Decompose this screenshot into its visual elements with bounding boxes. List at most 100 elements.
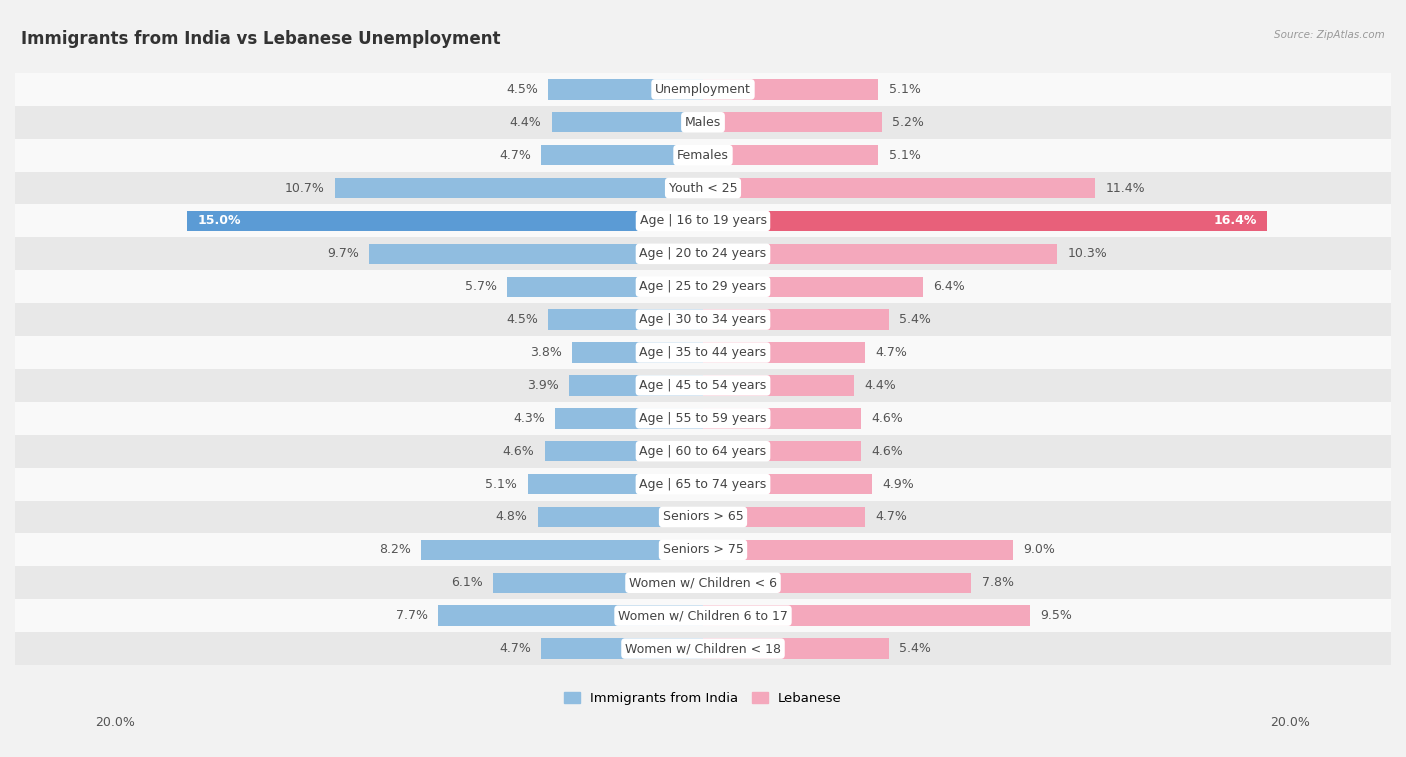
Text: 9.0%: 9.0% xyxy=(1024,544,1054,556)
Text: Seniors > 65: Seniors > 65 xyxy=(662,510,744,524)
Text: 9.5%: 9.5% xyxy=(1040,609,1071,622)
Bar xyxy=(508,276,703,297)
Bar xyxy=(703,276,924,297)
Bar xyxy=(703,638,889,659)
FancyBboxPatch shape xyxy=(15,172,1391,204)
Text: 3.8%: 3.8% xyxy=(530,346,562,359)
Bar xyxy=(527,474,703,494)
Text: 16.4%: 16.4% xyxy=(1213,214,1257,227)
Bar xyxy=(494,572,703,593)
Text: 4.7%: 4.7% xyxy=(875,510,907,524)
Text: 4.5%: 4.5% xyxy=(506,83,538,96)
Bar xyxy=(703,606,1029,626)
Bar xyxy=(187,210,703,231)
Bar xyxy=(703,145,879,165)
Bar xyxy=(541,145,703,165)
Text: 5.1%: 5.1% xyxy=(889,148,921,162)
Text: Males: Males xyxy=(685,116,721,129)
Text: Age | 45 to 54 years: Age | 45 to 54 years xyxy=(640,379,766,392)
Text: Seniors > 75: Seniors > 75 xyxy=(662,544,744,556)
Bar xyxy=(703,310,889,330)
Bar xyxy=(555,408,703,428)
FancyBboxPatch shape xyxy=(15,468,1391,500)
Text: 4.7%: 4.7% xyxy=(499,642,531,655)
Bar xyxy=(544,441,703,462)
Text: 5.4%: 5.4% xyxy=(898,313,931,326)
Bar xyxy=(703,474,872,494)
Bar xyxy=(703,441,862,462)
Bar xyxy=(703,112,882,132)
Text: 7.8%: 7.8% xyxy=(981,576,1014,589)
Bar xyxy=(538,506,703,527)
Text: 15.0%: 15.0% xyxy=(197,214,240,227)
Text: Age | 55 to 59 years: Age | 55 to 59 years xyxy=(640,412,766,425)
Text: 4.7%: 4.7% xyxy=(875,346,907,359)
Text: 4.9%: 4.9% xyxy=(882,478,914,491)
Text: 4.6%: 4.6% xyxy=(503,444,534,458)
FancyBboxPatch shape xyxy=(15,402,1391,435)
Legend: Immigrants from India, Lebanese: Immigrants from India, Lebanese xyxy=(564,693,842,706)
FancyBboxPatch shape xyxy=(15,369,1391,402)
Text: 4.5%: 4.5% xyxy=(506,313,538,326)
Text: Source: ZipAtlas.com: Source: ZipAtlas.com xyxy=(1274,30,1385,40)
Bar xyxy=(439,606,703,626)
FancyBboxPatch shape xyxy=(15,600,1391,632)
FancyBboxPatch shape xyxy=(15,304,1391,336)
Text: 5.1%: 5.1% xyxy=(889,83,921,96)
FancyBboxPatch shape xyxy=(15,139,1391,172)
Text: Women w/ Children < 18: Women w/ Children < 18 xyxy=(626,642,780,655)
Bar xyxy=(548,310,703,330)
Text: 20.0%: 20.0% xyxy=(96,716,135,730)
Bar xyxy=(703,506,865,527)
Text: 5.2%: 5.2% xyxy=(893,116,924,129)
Text: Youth < 25: Youth < 25 xyxy=(669,182,737,195)
Bar xyxy=(572,342,703,363)
Text: 4.4%: 4.4% xyxy=(509,116,541,129)
FancyBboxPatch shape xyxy=(15,238,1391,270)
Text: Age | 25 to 29 years: Age | 25 to 29 years xyxy=(640,280,766,293)
FancyBboxPatch shape xyxy=(15,500,1391,534)
Bar xyxy=(703,178,1095,198)
Bar xyxy=(420,540,703,560)
Bar xyxy=(703,572,972,593)
Bar xyxy=(703,342,865,363)
FancyBboxPatch shape xyxy=(15,106,1391,139)
Text: 4.8%: 4.8% xyxy=(496,510,527,524)
Text: 8.2%: 8.2% xyxy=(378,544,411,556)
Bar xyxy=(569,375,703,396)
FancyBboxPatch shape xyxy=(15,204,1391,238)
Text: 5.4%: 5.4% xyxy=(898,642,931,655)
Bar xyxy=(703,79,879,100)
Text: Age | 60 to 64 years: Age | 60 to 64 years xyxy=(640,444,766,458)
Bar xyxy=(703,244,1057,264)
Text: 9.7%: 9.7% xyxy=(328,248,359,260)
Bar xyxy=(370,244,703,264)
Text: Immigrants from India vs Lebanese Unemployment: Immigrants from India vs Lebanese Unempl… xyxy=(21,30,501,48)
Bar xyxy=(541,638,703,659)
Text: 5.1%: 5.1% xyxy=(485,478,517,491)
Text: Women w/ Children 6 to 17: Women w/ Children 6 to 17 xyxy=(619,609,787,622)
Text: 6.4%: 6.4% xyxy=(934,280,966,293)
Text: 11.4%: 11.4% xyxy=(1105,182,1144,195)
Bar xyxy=(335,178,703,198)
Bar xyxy=(703,375,855,396)
Bar xyxy=(703,408,862,428)
Text: 7.7%: 7.7% xyxy=(396,609,427,622)
Bar xyxy=(703,540,1012,560)
Text: 3.9%: 3.9% xyxy=(527,379,558,392)
Text: 4.3%: 4.3% xyxy=(513,412,544,425)
Text: Age | 16 to 19 years: Age | 16 to 19 years xyxy=(640,214,766,227)
Text: 10.3%: 10.3% xyxy=(1067,248,1108,260)
Bar xyxy=(703,210,1267,231)
FancyBboxPatch shape xyxy=(15,534,1391,566)
Text: Females: Females xyxy=(678,148,728,162)
Text: 10.7%: 10.7% xyxy=(285,182,325,195)
Text: 6.1%: 6.1% xyxy=(451,576,482,589)
Bar xyxy=(551,112,703,132)
Text: Age | 65 to 74 years: Age | 65 to 74 years xyxy=(640,478,766,491)
Bar xyxy=(548,79,703,100)
Text: Unemployment: Unemployment xyxy=(655,83,751,96)
FancyBboxPatch shape xyxy=(15,632,1391,665)
FancyBboxPatch shape xyxy=(15,73,1391,106)
Text: 20.0%: 20.0% xyxy=(1271,716,1310,730)
